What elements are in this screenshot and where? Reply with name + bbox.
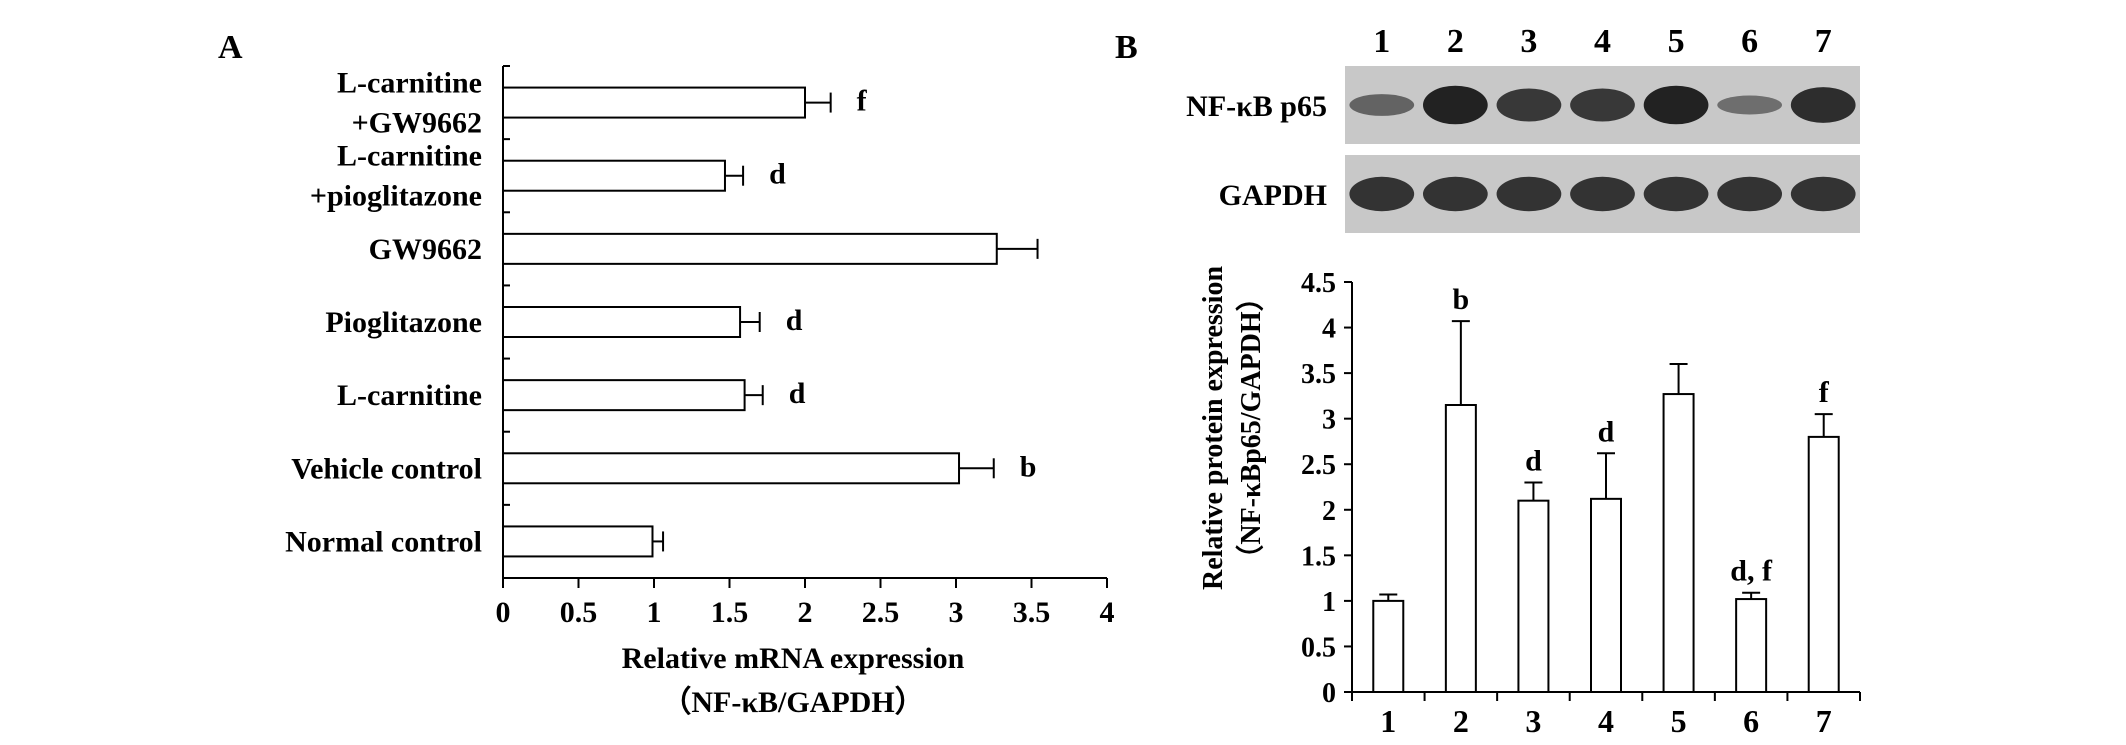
chart-a-x-axis-label-unit: （NF-κB/GAPDH） — [661, 685, 924, 719]
chart-b-significance-label: d — [1598, 415, 1615, 448]
chart-b-x-tick-label: 4 — [1598, 703, 1614, 739]
chart-a-x-axis-label: Relative mRNA expression — [622, 642, 965, 675]
chart-b-x-tick-label: 5 — [1671, 703, 1687, 739]
chart-b-x-tick-label: 3 — [1525, 703, 1541, 739]
blot-band-gapdh — [1570, 176, 1635, 212]
chart-b-bar — [1372, 599, 1405, 694]
chart-b-y-tick-label: 1.5 — [1301, 541, 1336, 572]
blot-lane-label: 4 — [1594, 23, 1611, 60]
chart-b-bar — [1735, 598, 1768, 693]
blot-lane-label: 3 — [1520, 23, 1537, 60]
chart-a-category-label: Vehicle control — [291, 452, 482, 485]
chart-a-x-tick-label: 2.5 — [862, 596, 900, 629]
blot-band-p65 — [1717, 95, 1783, 115]
chart-a-category-labels: L-carnitine+GW9662L-carnitine+pioglitazo… — [285, 67, 482, 559]
western-blot: 1 2 3 4 5 6 7 NF-κB p65 GAPDH — [1186, 23, 1860, 233]
chart-a-x-tick-label: 0 — [496, 596, 511, 629]
chart-a-x-tick-label: 4 — [1100, 596, 1115, 629]
chart-b-y-tick-label: 3 — [1322, 405, 1336, 436]
chart-b-bar — [1662, 393, 1695, 693]
chart-b-y-tick-label: 0 — [1322, 678, 1336, 709]
chart-b-y-axis-label-group: Relative protein expression （NF-κBp65/GA… — [1198, 266, 1267, 590]
chart-b-y-tick-label: 3.5 — [1301, 359, 1336, 390]
chart-a-category-label: GW9662 — [369, 233, 482, 266]
chart-b-bar — [1444, 404, 1477, 693]
chart-a-significance-label: d — [789, 377, 806, 410]
chart-a-x-tick-label: 3 — [949, 596, 964, 629]
blot-band-gapdh — [1422, 176, 1488, 212]
chart-b-bar — [1590, 497, 1622, 693]
chart-a-category-label: +GW9662 — [352, 107, 482, 140]
chart-b-y-tick-label: 2.5 — [1301, 450, 1336, 481]
chart-a-category-label: Pioglitazone — [325, 306, 482, 339]
blot-row-label: NF-κB p65 — [1186, 90, 1327, 123]
chart-a-category-label: L-carnitine — [337, 140, 482, 173]
chart-b-x-tick-label: 2 — [1453, 703, 1469, 739]
blot-band-p65 — [1643, 85, 1709, 125]
chart-a-bar — [502, 232, 998, 265]
chart-b-x-tick-label: 6 — [1743, 703, 1759, 739]
chart-a-significance-label: d — [769, 158, 786, 191]
chart-b-y-tick-label: 4.5 — [1301, 268, 1336, 299]
blot-band-gapdh — [1349, 176, 1415, 212]
chart-b-bars: 1 b 2 d 3 d 4 5 d, f 6 f 7 — [1372, 283, 1840, 739]
chart-a-axes: 0 0.5 1 1.5 2 2.5 3 3.5 4 — [496, 65, 1115, 629]
panel-a-label: A — [218, 29, 243, 66]
blot-lane-label: 7 — [1815, 23, 1832, 60]
chart-b-x-tick-label: 7 — [1816, 703, 1832, 739]
chart-a-x-tick-label: 1.5 — [711, 596, 749, 629]
chart-a-category-label: Normal control — [285, 525, 482, 558]
chart-a-bar — [502, 159, 726, 192]
chart-a-significance-label: d — [786, 304, 803, 337]
chart-a-x-tick-label: 2 — [798, 596, 813, 629]
chart-b-y-tick-label: 2 — [1322, 496, 1336, 527]
chart-a-category-label: +pioglitazone — [310, 180, 482, 213]
chart-b-significance-label: d, f — [1730, 555, 1773, 588]
chart-a-bar — [502, 525, 654, 558]
blot-lane-label: 5 — [1668, 23, 1685, 60]
chart-a-category-label: L-carnitine — [337, 379, 482, 412]
chart-a-x-tick-label: 1 — [647, 596, 662, 629]
chart-b-significance-label: f — [1819, 376, 1830, 409]
chart-b-bar — [1807, 435, 1840, 693]
chart-a-bars: f d d d b — [502, 85, 1039, 558]
chart-a-x-tick-label: 3.5 — [1013, 596, 1051, 629]
blot-row-label: GAPDH — [1219, 179, 1327, 212]
chart-b-y-tick-label: 4 — [1322, 314, 1336, 345]
blot-band-gapdh — [1496, 176, 1562, 212]
blot-lane-label: 1 — [1373, 23, 1390, 60]
panel-b-label: B — [1115, 29, 1138, 66]
blot-band-p65 — [1790, 87, 1856, 123]
chart-a-significance-label: f — [857, 85, 868, 118]
blot-band-gapdh — [1717, 176, 1783, 212]
chart-a-bar — [502, 306, 742, 338]
chart-a-bar — [502, 379, 746, 412]
chart-a-x-tick-label: 0.5 — [560, 596, 598, 629]
chart-b-axes: 0 0.5 1 1.5 2 2.5 3 3.5 4 4.5 — [1301, 268, 1861, 709]
chart-a-significance-label: b — [1020, 450, 1037, 483]
blot-band-p65 — [1422, 85, 1488, 125]
chart-b-significance-label: b — [1453, 283, 1470, 316]
chart-b-y-axis-label-unit: （NF-κBp65/GAPDH） — [1234, 283, 1267, 572]
chart-a-category-label: L-carnitine — [337, 67, 482, 100]
blot-band-gapdh — [1643, 176, 1709, 212]
blot-band-p65 — [1496, 88, 1562, 122]
blot-lane-label: 6 — [1741, 23, 1758, 60]
chart-b-y-tick-label: 0.5 — [1301, 632, 1336, 663]
chart-a-bar — [502, 86, 806, 119]
chart-b-bar — [1517, 499, 1550, 693]
blot-lane-label: 2 — [1447, 23, 1464, 60]
chart-a-bar — [502, 452, 961, 485]
chart-b-y-tick-label: 1 — [1322, 587, 1336, 618]
chart-b-x-tick-label: 1 — [1380, 703, 1396, 739]
chart-b-significance-label: d — [1525, 444, 1542, 477]
blot-band-p65 — [1349, 94, 1415, 116]
blot-band-gapdh — [1790, 176, 1856, 212]
chart-b-y-axis-label: Relative protein expression — [1198, 266, 1229, 590]
blot-band-p65 — [1570, 88, 1635, 122]
